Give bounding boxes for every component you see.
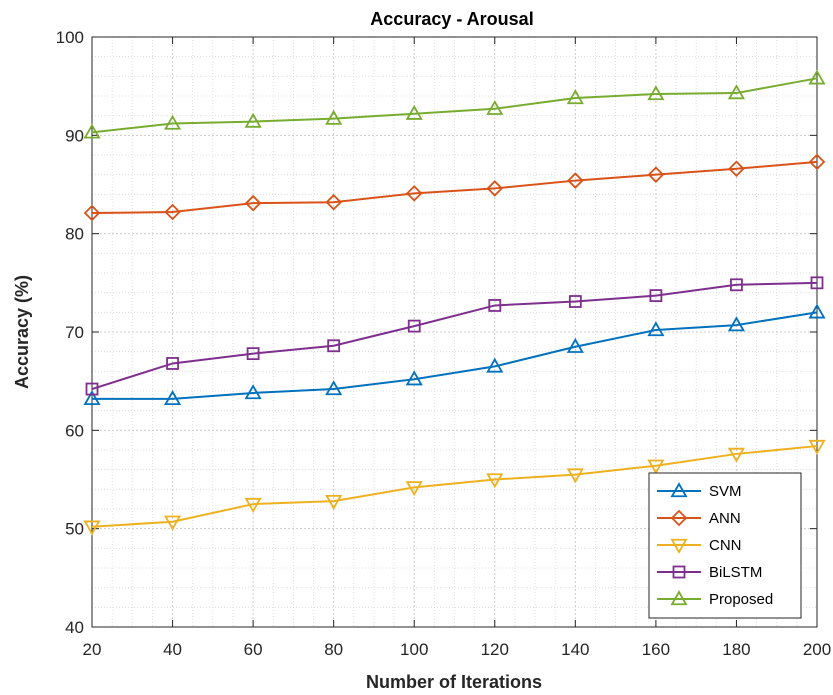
data-point-svm: [164, 390, 182, 406]
data-point-proposed: [164, 114, 182, 130]
x-tick-label: 60: [244, 640, 263, 659]
chart-title: Accuracy - Arousal: [370, 9, 533, 29]
legend-label-cnn: CNN: [709, 537, 742, 554]
data-point-ann: [164, 203, 181, 221]
data-point-proposed: [244, 112, 262, 128]
data-point-cnn: [808, 439, 826, 455]
data-point-svm: [727, 316, 745, 332]
data-point-svm: [244, 384, 262, 400]
series-line-ann: [91, 160, 818, 215]
data-point-cnn: [244, 497, 262, 513]
data-point-ann: [647, 166, 665, 183]
series-line-bilstm: [91, 281, 818, 390]
data-point-bilstm: [649, 289, 663, 303]
legend-marker-bilstm: [672, 565, 686, 579]
data-point-cnn: [83, 520, 101, 536]
series-group: [83, 69, 826, 536]
data-point-proposed: [566, 89, 584, 105]
data-point-proposed: [325, 109, 343, 125]
x-axis-title: Number of Iterations: [366, 672, 542, 692]
data-point-svm: [808, 303, 826, 319]
series-proposed: [83, 69, 826, 139]
y-tick-label: 70: [65, 323, 84, 342]
data-point-ann: [325, 193, 342, 211]
data-point-svm: [405, 370, 423, 386]
data-point-proposed: [83, 123, 101, 139]
data-point-bilstm: [166, 357, 179, 370]
data-point-ann: [567, 172, 584, 189]
legend-label-ann: ANN: [709, 510, 741, 527]
series-line-cnn: [91, 445, 818, 528]
x-tick-label: 40: [163, 640, 182, 659]
data-point-ann: [405, 185, 423, 202]
data-point-svm: [566, 337, 584, 353]
data-point-proposed: [647, 85, 665, 101]
x-tick-label: 100: [400, 640, 428, 659]
series-cnn: [83, 439, 826, 536]
series-ann: [83, 153, 826, 222]
series-svm: [83, 303, 826, 406]
x-tick-label: 80: [324, 640, 343, 659]
y-tick-label: 60: [65, 421, 84, 440]
y-tick-label: 100: [56, 28, 84, 47]
data-point-proposed: [405, 104, 423, 120]
data-point-bilstm: [488, 299, 502, 312]
data-point-svm: [486, 357, 504, 373]
y-tick-label: 80: [65, 225, 84, 244]
data-point-cnn: [164, 515, 182, 531]
data-point-cnn: [325, 494, 343, 510]
data-point-cnn: [486, 473, 504, 489]
data-point-ann: [728, 160, 745, 178]
series-line-svm: [92, 311, 818, 400]
y-tick-label: 40: [65, 618, 84, 637]
data-point-ann: [244, 194, 262, 212]
legend-marker-svm: [670, 482, 688, 498]
data-point-proposed: [486, 99, 504, 115]
data-point-bilstm: [810, 276, 824, 290]
series-line-proposed: [91, 77, 818, 134]
data-point-svm: [83, 390, 101, 406]
legend: SVM ANN CNN BiLSTM Proposed: [648, 472, 802, 619]
data-point-cnn: [405, 481, 423, 497]
data-point-svm: [647, 321, 665, 337]
legend-marker-cnn: [670, 538, 688, 554]
data-point-proposed: [727, 84, 745, 100]
legend-label-bilstm: BiLSTM: [709, 564, 762, 581]
x-tick-label: 160: [642, 640, 670, 659]
data-point-cnn: [727, 447, 745, 463]
data-point-bilstm: [327, 339, 341, 353]
legend-marker-ann: [670, 509, 688, 527]
x-tick-label: 120: [481, 640, 509, 659]
legend-label-svm: SVM: [709, 483, 742, 500]
y-axis-title: Accuracy (%): [12, 275, 32, 389]
x-tick-label: 20: [83, 640, 102, 659]
axis-ticks: 20 40 60 80 100 120 140 160 180 200 40 50 60 70 80 90 10…: [56, 28, 832, 659]
data-point-ann: [83, 204, 101, 222]
data-point-bilstm: [730, 278, 743, 292]
data-point-cnn: [566, 468, 584, 484]
data-point-bilstm: [246, 347, 260, 361]
data-point-bilstm: [407, 319, 421, 333]
data-point-ann: [808, 153, 826, 171]
data-point-proposed: [808, 69, 826, 85]
series-bilstm: [85, 276, 824, 396]
x-tick-label: 140: [561, 640, 589, 659]
x-tick-label: 200: [803, 640, 831, 659]
data-point-cnn: [647, 459, 665, 475]
y-tick-label: 90: [65, 126, 84, 145]
data-point-svm: [325, 380, 343, 396]
data-point-ann: [486, 180, 504, 197]
x-tick-label: 180: [722, 640, 750, 659]
data-point-bilstm: [568, 295, 582, 308]
y-tick-label: 50: [65, 520, 84, 539]
legend-marker-proposed: [670, 590, 688, 606]
data-point-bilstm: [85, 382, 99, 396]
legend-label-proposed: Proposed: [709, 591, 773, 608]
